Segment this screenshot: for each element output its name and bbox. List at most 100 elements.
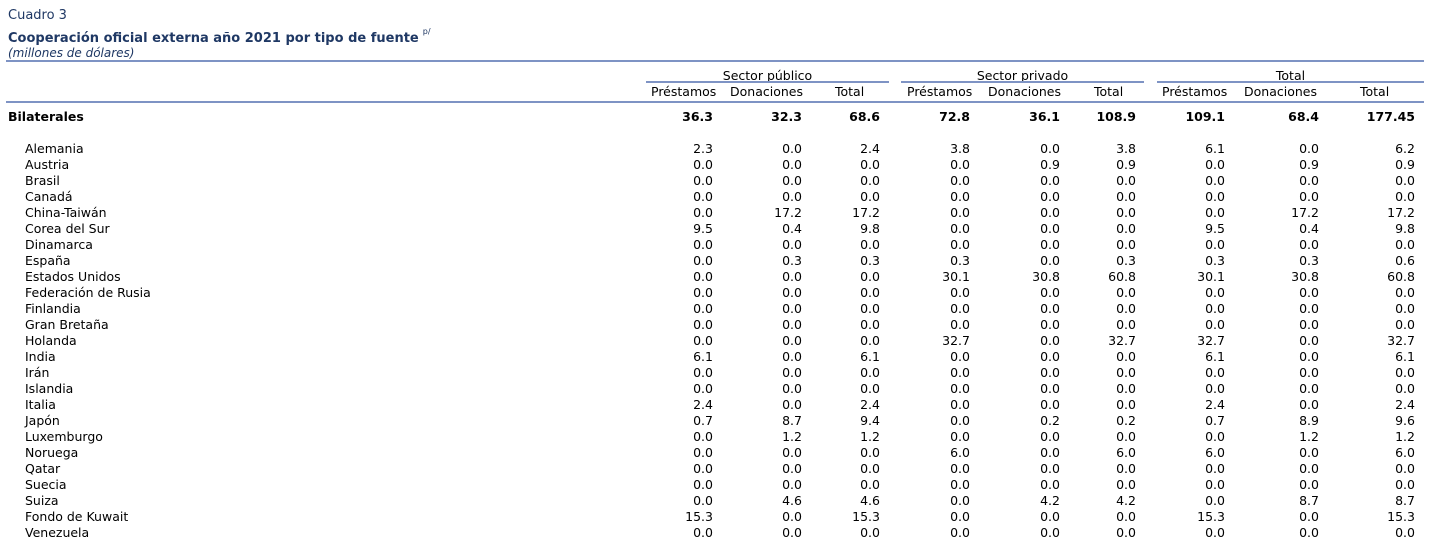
value-cell: 0.2 <box>1040 413 1060 428</box>
value-cell: 0.0 <box>1040 221 1060 236</box>
value-cell: 36.3 <box>682 109 713 124</box>
table-title: Cooperación oficial externa año 2021 por… <box>8 27 431 46</box>
value-cell: 0.0 <box>1299 397 1319 412</box>
row-label: Finlandia <box>25 301 81 316</box>
group-header-total: Total <box>1275 68 1306 83</box>
value-cell: 0.0 <box>782 397 802 412</box>
row-label: Gran Bretaña <box>25 317 109 332</box>
value-cell: 9.5 <box>1205 221 1225 236</box>
value-cell: 0.0 <box>860 317 880 332</box>
value-cell: 0.0 <box>950 365 970 380</box>
value-cell: 0.9 <box>1040 157 1060 172</box>
value-cell: 32.7 <box>1387 333 1415 348</box>
value-cell: 0.0 <box>782 445 802 460</box>
table-row: Finlandia 0.0 0.0 0.0 0.0 0.0 0.0 0.0 0.0 0.0 <box>0 301 1437 317</box>
value-cell: 15.3 <box>685 509 713 524</box>
value-cell: 0.0 <box>782 237 802 252</box>
table-row: Venezuela 0.0 0.0 0.0 0.0 0.0 0.0 0.0 0.0 0.0 <box>0 525 1437 541</box>
column-header-total: Total <box>835 84 865 99</box>
value-cell: 0.0 <box>860 285 880 300</box>
value-cell: 0.0 <box>950 205 970 220</box>
value-cell: 60.8 <box>1108 269 1136 284</box>
value-cell: 0.0 <box>1040 525 1060 540</box>
value-cell: 0.0 <box>693 333 713 348</box>
value-cell: 68.6 <box>849 109 880 124</box>
value-cell: 0.0 <box>1205 365 1225 380</box>
value-cell: 0.0 <box>1040 333 1060 348</box>
value-cell: 0.0 <box>1299 189 1319 204</box>
value-cell: 6.1 <box>860 349 880 364</box>
value-cell: 0.0 <box>1040 461 1060 476</box>
value-cell: 0.0 <box>950 285 970 300</box>
value-cell: 0.0 <box>950 429 970 444</box>
value-cell: 0.0 <box>1299 317 1319 332</box>
value-cell: 15.3 <box>1197 509 1225 524</box>
value-cell: 0.0 <box>1116 173 1136 188</box>
value-cell: 0.0 <box>1040 317 1060 332</box>
value-cell: 0.0 <box>950 413 970 428</box>
value-cell: 0.0 <box>1299 381 1319 396</box>
value-cell: 17.2 <box>1387 205 1415 220</box>
value-cell: 0.0 <box>1299 285 1319 300</box>
table-row: Holanda 0.0 0.0 0.0 32.7 0.0 32.7 32.7 0.0 32.7 <box>0 333 1437 349</box>
value-cell: 0.0 <box>1116 509 1136 524</box>
value-cell: 0.0 <box>1205 493 1225 508</box>
value-cell: 0.0 <box>1040 477 1060 492</box>
value-cell: 0.0 <box>1116 381 1136 396</box>
table-row: Austria 0.0 0.0 0.0 0.0 0.9 0.9 0.0 0.9 0.9 <box>0 157 1437 173</box>
value-cell: 6.0 <box>1205 445 1225 460</box>
value-cell: 3.8 <box>950 141 970 156</box>
value-cell: 0.0 <box>1040 365 1060 380</box>
row-label: Holanda <box>25 333 77 348</box>
value-cell: 0.0 <box>693 253 713 268</box>
value-cell: 32.3 <box>771 109 802 124</box>
value-cell: 1.2 <box>1395 429 1415 444</box>
column-header-prestamos: Préstamos <box>1162 84 1228 99</box>
table-row: Corea del Sur 9.5 0.4 9.8 0.0 0.0 0.0 9.5 0.4 9.8 <box>0 221 1437 237</box>
value-cell: 0.0 <box>860 381 880 396</box>
table-row: Dinamarca 0.0 0.0 0.0 0.0 0.0 0.0 0.0 0.0 0.0 <box>0 237 1437 253</box>
value-cell: 32.7 <box>1197 333 1225 348</box>
row-label: Irán <box>25 365 50 380</box>
value-cell: 0.3 <box>950 253 970 268</box>
group-rule-sector-publico <box>646 81 889 83</box>
value-cell: 0.4 <box>782 221 802 236</box>
value-cell: 1.2 <box>860 429 880 444</box>
row-label: Brasil <box>25 173 60 188</box>
value-cell: 0.0 <box>693 285 713 300</box>
value-cell: 0.0 <box>1040 237 1060 252</box>
summary-row: Bilaterales 36.3 32.3 68.6 72.8 36.1 108.9 109.… <box>0 109 1437 125</box>
value-cell: 0.0 <box>782 141 802 156</box>
table-title-text: Cooperación oficial externa año 2021 por… <box>8 31 419 46</box>
value-cell: 0.0 <box>1040 445 1060 460</box>
value-cell: 0.0 <box>860 173 880 188</box>
table-row: China-Taiwán 0.0 17.2 17.2 0.0 0.0 0.0 0.0 17.2 1… <box>0 205 1437 221</box>
value-cell: 0.0 <box>950 301 970 316</box>
value-cell: 0.0 <box>950 381 970 396</box>
value-cell: 0.0 <box>693 461 713 476</box>
value-cell: 0.0 <box>693 381 713 396</box>
value-cell: 0.7 <box>693 413 713 428</box>
value-cell: 0.0 <box>693 477 713 492</box>
value-cell: 6.1 <box>693 349 713 364</box>
value-cell: 0.0 <box>950 317 970 332</box>
group-rule-sector-privado <box>901 81 1144 83</box>
value-cell: 109.1 <box>1185 109 1225 124</box>
value-cell: 0.0 <box>1040 173 1060 188</box>
value-cell: 0.0 <box>950 189 970 204</box>
value-cell: 60.8 <box>1387 269 1415 284</box>
value-cell: 0.0 <box>782 285 802 300</box>
value-cell: 0.0 <box>1040 205 1060 220</box>
value-cell: 0.0 <box>693 365 713 380</box>
row-label: Suecia <box>25 477 67 492</box>
table-row: Suecia 0.0 0.0 0.0 0.0 0.0 0.0 0.0 0.0 0.0 <box>0 477 1437 493</box>
value-cell: 0.0 <box>1395 525 1415 540</box>
value-cell: 0.0 <box>1395 237 1415 252</box>
value-cell: 0.3 <box>860 253 880 268</box>
value-cell: 0.0 <box>1116 349 1136 364</box>
value-cell: 0.0 <box>782 477 802 492</box>
value-cell: 0.0 <box>950 525 970 540</box>
value-cell: 0.0 <box>693 317 713 332</box>
value-cell: 0.0 <box>1040 285 1060 300</box>
table-units: (millones de dólares) <box>8 46 135 60</box>
